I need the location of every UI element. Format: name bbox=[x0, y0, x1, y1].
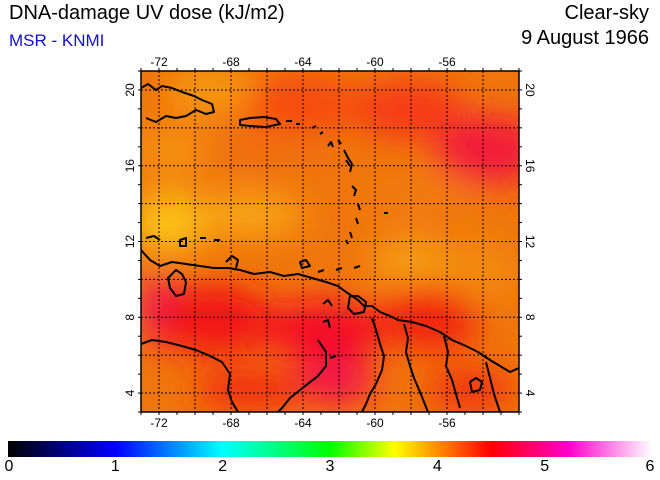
venezuela-coast bbox=[141, 249, 519, 373]
french-guiana-border bbox=[443, 335, 461, 409]
graticule bbox=[141, 71, 519, 412]
lon-label-bottom: -60 bbox=[366, 416, 384, 430]
lat-label-left: 8 bbox=[123, 314, 137, 321]
lat-label-left: 20 bbox=[123, 83, 137, 97]
lat-label-right: 12 bbox=[523, 235, 537, 249]
virgin-islands bbox=[286, 120, 300, 125]
maracaibo-lake bbox=[167, 269, 187, 297]
paraguana bbox=[225, 255, 239, 269]
lat-label-right: 20 bbox=[523, 83, 537, 97]
aruba-curacao bbox=[145, 235, 220, 247]
colorbar-tick-label: 5 bbox=[540, 458, 550, 475]
lon-label-top: -64 bbox=[294, 55, 312, 69]
lon-label-bottom: -56 bbox=[438, 416, 456, 430]
lat-label-left: 12 bbox=[123, 235, 137, 249]
trinidad bbox=[347, 295, 367, 315]
islet-b bbox=[322, 319, 331, 329]
lesser-antilles-north bbox=[311, 125, 353, 173]
hispaniola-coast bbox=[141, 83, 215, 123]
lon-label-top: -68 bbox=[222, 55, 240, 69]
lat-label-right: 8 bbox=[523, 314, 537, 321]
colorbar-tick-label: 6 bbox=[645, 458, 655, 475]
axis-ticks bbox=[138, 68, 522, 415]
colorbar bbox=[8, 441, 652, 457]
sky-condition: Clear-sky bbox=[564, 2, 649, 24]
brazil-border bbox=[485, 361, 501, 412]
data-source: MSR - KNMI bbox=[9, 31, 105, 50]
lat-label-right: 16 bbox=[523, 159, 537, 173]
colorbar-tick-label: 2 bbox=[218, 458, 228, 475]
lat-label-right: 4 bbox=[523, 390, 537, 397]
margarita-tobago bbox=[299, 259, 361, 273]
lon-label-bottom: -68 bbox=[222, 416, 240, 430]
guyana-border bbox=[361, 317, 385, 412]
reservoir bbox=[469, 377, 483, 393]
lon-label-top: -72 bbox=[150, 55, 168, 69]
colombia-border bbox=[141, 339, 239, 412]
colorbar-tick-label: 3 bbox=[325, 458, 335, 475]
lon-label-top: -60 bbox=[366, 55, 384, 69]
lon-label-top: -56 bbox=[438, 55, 456, 69]
axis-tick-labels: -72 -72 -68 -68 -64 -64 -60 -60 -56 -56 4 4 8 8 12 12 16… bbox=[123, 55, 537, 430]
colorbar-tick-label: 4 bbox=[432, 458, 442, 475]
lat-label-left: 16 bbox=[123, 159, 137, 173]
coastlines bbox=[141, 83, 519, 412]
map-title: DNA-damage UV dose (kJ/m2) bbox=[9, 2, 285, 24]
lon-label-bottom: -64 bbox=[294, 416, 312, 430]
lon-label-bottom: -72 bbox=[150, 416, 168, 430]
lesser-antilles-south bbox=[345, 185, 388, 245]
venezuela-guyana-border bbox=[277, 339, 327, 412]
map-date: 9 August 1966 bbox=[521, 27, 649, 49]
lat-label-left: 4 bbox=[123, 389, 137, 396]
puerto-rico-coast bbox=[239, 116, 281, 128]
islet-c bbox=[329, 355, 337, 359]
suriname-border bbox=[403, 323, 429, 412]
islet-a bbox=[322, 299, 333, 307]
colorbar-tick-label: 0 bbox=[4, 458, 14, 475]
colorbar-tick-label: 1 bbox=[110, 458, 120, 475]
